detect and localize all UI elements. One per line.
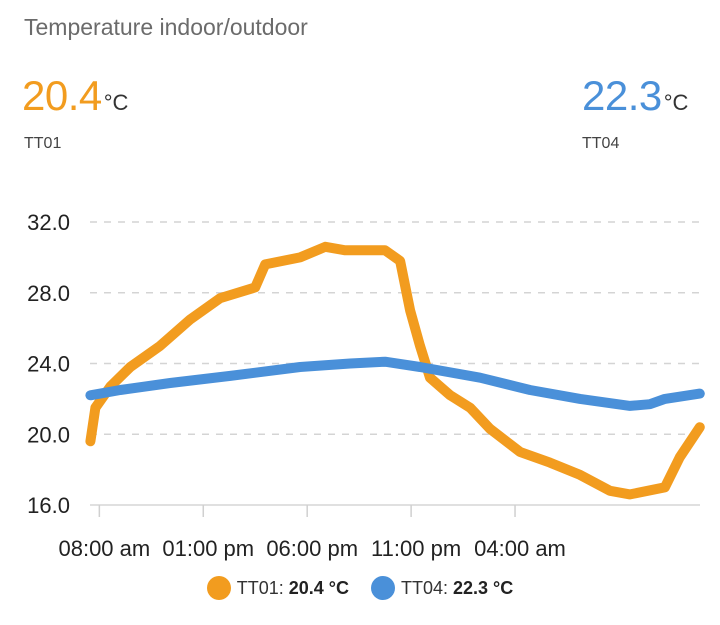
- x-tick-label: 06:00 pm: [266, 536, 358, 561]
- legend-label: TT01:: [236, 577, 289, 598]
- x-tick-label: 08:00 am: [58, 536, 150, 561]
- legend-item-tt04[interactable]: TT04: 22.3 °C: [371, 576, 513, 600]
- reading-tt01[interactable]: 20.4°C: [22, 72, 128, 120]
- y-tick-label: 28.0: [27, 281, 70, 306]
- legend-item-tt01[interactable]: TT01: 20.4 °C: [206, 576, 349, 600]
- legend-value: 22.3 °C: [453, 577, 514, 598]
- legend: TT01: 20.4 °C TT04: 22.3 °C: [0, 576, 720, 600]
- legend-dot-icon: [371, 576, 395, 600]
- reading-tt04[interactable]: 22.3°C: [582, 72, 688, 120]
- sensor-label: TT01: [24, 135, 62, 152]
- legend-label: TT04:: [401, 577, 454, 598]
- reading-unit: °C: [663, 90, 689, 115]
- legend-dot-icon: [206, 576, 231, 600]
- y-axis: 16.0 20.0 24.0 28.0 32.0: [27, 210, 70, 518]
- x-axis: 08:00 am 01:00 pm 06:00 pm 11:00 pm 04:00 am: [58, 505, 566, 561]
- x-tick-label: 04:00 am: [474, 536, 566, 561]
- y-tick-label: 16.0: [27, 493, 70, 518]
- card-title: Temperature indoor/outdoor: [24, 14, 308, 40]
- reading-value: 20.4: [22, 72, 102, 119]
- series-line-tt01: [85, 241, 705, 500]
- grid-lines: [90, 221, 700, 506]
- reading-value: 22.3: [582, 72, 662, 119]
- legend-value: 20.4 °C: [288, 577, 349, 598]
- reading-unit: °C: [103, 90, 129, 115]
- sensor-label: TT04: [582, 135, 620, 152]
- y-tick-label: 24.0: [27, 352, 70, 377]
- series-lines: [85, 241, 705, 500]
- y-tick-label: 20.0: [27, 422, 70, 447]
- y-tick-label: 32.0: [27, 210, 70, 235]
- x-tick-label: 01:00 pm: [162, 536, 254, 561]
- temperature-chart[interactable]: 16.0 20.0 24.0 28.0 32.0 08:00 am 01:00 pm 06:…: [0, 190, 720, 565]
- series-line-tt04: [85, 356, 705, 411]
- x-tick-label: 11:00 pm: [371, 536, 461, 561]
